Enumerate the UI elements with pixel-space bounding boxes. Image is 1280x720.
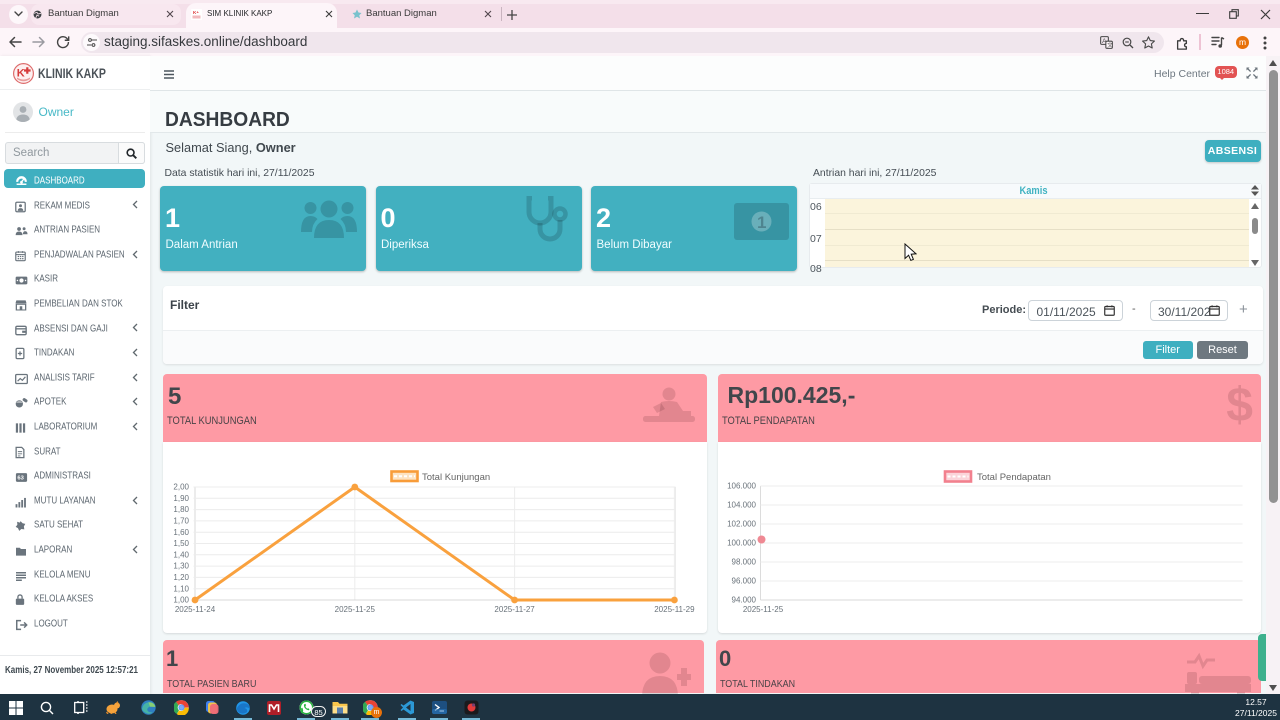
svg-text:104.000: 104.000 — [727, 501, 756, 510]
svg-text:94.000: 94.000 — [731, 596, 756, 605]
svg-text:1,60: 1,60 — [173, 528, 189, 537]
svg-text:2025-11-25: 2025-11-25 — [335, 605, 376, 614]
svg-text:1,10: 1,10 — [173, 584, 189, 593]
svg-text:1,00: 1,00 — [173, 596, 189, 605]
svg-text:A: A — [1102, 38, 1107, 45]
svg-text:1,70: 1,70 — [173, 517, 189, 526]
svg-text:1,90: 1,90 — [173, 494, 189, 503]
svg-text:1,20: 1,20 — [173, 573, 189, 582]
svg-text:1,50: 1,50 — [173, 539, 189, 548]
svg-text:100.000: 100.000 — [727, 539, 756, 548]
svg-text:Total Pendapatan: Total Pendapatan — [977, 472, 1051, 483]
svg-text:1,40: 1,40 — [173, 550, 189, 559]
svg-text:2025-11-29: 2025-11-29 — [654, 605, 695, 614]
svg-text:1,30: 1,30 — [173, 562, 189, 571]
svg-text:96.000: 96.000 — [731, 577, 756, 586]
svg-text:2025-11-24: 2025-11-24 — [175, 605, 216, 614]
svg-text:106.000: 106.000 — [727, 482, 756, 491]
svg-text:1: 1 — [757, 213, 766, 232]
svg-text:2025-11-27: 2025-11-27 — [494, 605, 535, 614]
svg-text:102.000: 102.000 — [727, 520, 756, 529]
svg-text:2,00: 2,00 — [173, 483, 189, 492]
svg-text:63: 63 — [17, 476, 24, 482]
svg-text:98.000: 98.000 — [731, 558, 756, 567]
svg-text:K: K — [193, 10, 197, 15]
svg-text:Total Kunjungan: Total Kunjungan — [422, 472, 490, 483]
svg-text:+: + — [197, 9, 200, 14]
svg-text:2025-11-25: 2025-11-25 — [742, 605, 783, 614]
svg-text:1,80: 1,80 — [173, 505, 189, 514]
svg-text:文: 文 — [1107, 41, 1113, 49]
svg-text:K: K — [17, 68, 25, 80]
